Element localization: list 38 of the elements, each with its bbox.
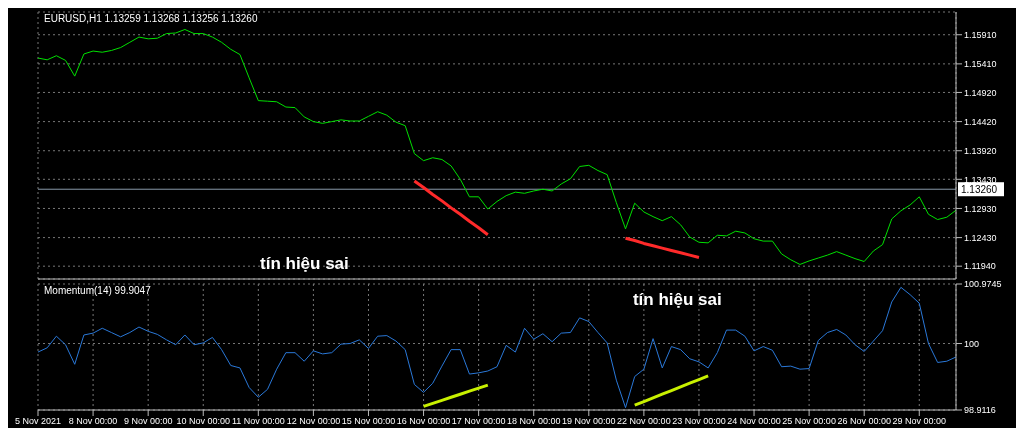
- y-tick-label: 1.15410: [964, 59, 997, 70]
- y-tick-label: 1.13430: [964, 174, 997, 185]
- x-tick-label: 17 Nov 00:00: [451, 416, 506, 427]
- x-tick-label: 19 Nov 00:00: [562, 416, 616, 427]
- y-tick-label: 1.14920: [964, 87, 997, 98]
- y-tick-label: 1.11940: [964, 261, 996, 272]
- x-tick-label: 15 Nov 00:00: [341, 416, 396, 427]
- x-tick-label: 18 Nov 00:00: [506, 416, 561, 427]
- x-tick-label: 12 Nov 00:00: [286, 416, 341, 427]
- x-tick-label: 23 Nov 00:00: [672, 416, 726, 427]
- annotation: tín hiệu sai: [632, 290, 722, 310]
- y-tick-label: 1.12930: [964, 203, 997, 214]
- x-tick-label: 16 Nov 00:00: [396, 416, 451, 427]
- line-series: [422, 383, 490, 408]
- x-tick-label: 9 Nov 00:00: [123, 416, 173, 427]
- chart-title: EURUSD,H1 1.13259 1.13268 1.13256 1.13260: [44, 13, 258, 24]
- y-tick-label: 1.14420: [964, 116, 997, 127]
- x-tick-label: 8 Nov 00:00: [68, 416, 118, 427]
- line-series: [412, 179, 490, 237]
- line-series: [633, 374, 710, 407]
- x-tick-label: 29 Nov 00:00: [892, 416, 947, 427]
- y-tick-label: 1.12430: [964, 232, 997, 243]
- y-tick-label: 98.9116: [964, 405, 996, 416]
- x-tick-label: 26 Nov 00:00: [837, 416, 891, 427]
- x-tick-label: 22 Nov 00:00: [617, 416, 671, 427]
- x-tick-label: 11 Nov 00:00: [231, 416, 285, 427]
- y-tick-label: 100: [964, 338, 980, 349]
- y-tick-label: 1.15910: [964, 29, 997, 40]
- y-tick-label: 1.13920: [964, 145, 997, 156]
- x-tick-label: 24 Nov 00:00: [727, 416, 781, 427]
- ref-line-label: 1.13260: [961, 184, 998, 196]
- line-series: [624, 236, 701, 259]
- y-tick-label: 100.9745: [964, 279, 1002, 290]
- x-tick-label: 5 Nov 2021: [14, 416, 62, 427]
- annotation: tín hiệu sai: [260, 254, 349, 274]
- chart-title: Momentum(14) 99.9047: [44, 285, 151, 296]
- x-tick-label: 10 Nov 00:00: [176, 416, 231, 427]
- x-tick-label: 25 Nov 00:00: [782, 416, 836, 427]
